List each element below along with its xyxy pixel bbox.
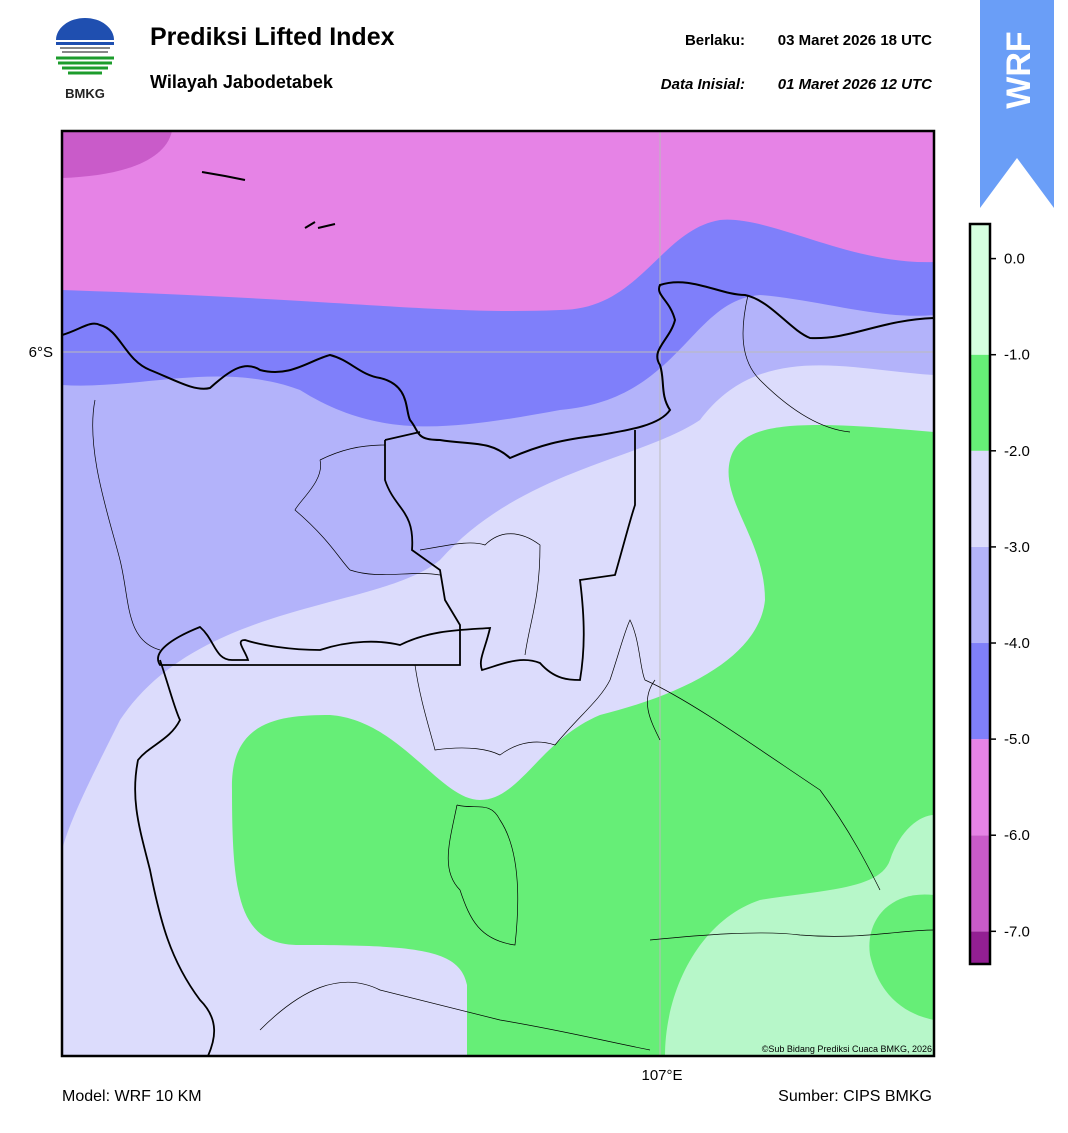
colorbar: 0.0 -1.0 -2.0 -3.0 -4.0 -5.0 -6.0 -7.0 <box>968 222 1030 966</box>
valid-time: 03 Maret 2026 18 UTC <box>778 32 932 49</box>
colorbar-band <box>970 643 990 740</box>
credit: ©Sub Bidang Prediksi Cuaca BMKG, 2026 <box>762 1044 932 1054</box>
logo-text: BMKG <box>65 86 105 101</box>
model: Model: WRF 10 KM <box>62 1088 202 1105</box>
colorbar-tick-label: -4.0 <box>1004 635 1030 652</box>
colorbar-band <box>970 546 990 644</box>
valid-label: Berlaku: <box>685 32 745 49</box>
colorbar-tick-label: -7.0 <box>1004 923 1030 940</box>
source: Sumber: CIPS BMKG <box>778 1088 932 1105</box>
lat-label: 6°S <box>29 344 53 361</box>
title: Prediksi Lifted Index <box>150 23 395 51</box>
colorbar-band <box>970 354 990 451</box>
colorbar-tick-label: -5.0 <box>1004 731 1030 748</box>
logo: BMKG <box>56 18 114 101</box>
colorbar-band <box>970 835 990 932</box>
badge-text: WRF <box>1000 31 1038 108</box>
colorbar-band <box>970 739 990 836</box>
lon-label: 107°E <box>641 1067 682 1084</box>
wrf-badge: WRF <box>980 0 1054 208</box>
colorbar-band <box>970 224 990 355</box>
colorbar-tick-label: -3.0 <box>1004 539 1030 556</box>
colorbar-tick-label: 0.0 <box>1004 251 1025 268</box>
colorbar-tick-label: -2.0 <box>1004 443 1030 460</box>
init-time: 01 Maret 2026 12 UTC <box>778 76 933 93</box>
colorbar-band <box>970 450 990 547</box>
map <box>62 131 934 1056</box>
map-frame <box>60 129 936 1058</box>
colorbar-frame <box>968 222 992 966</box>
colorbar-tick-label: -6.0 <box>1004 827 1030 844</box>
subtitle: Wilayah Jabodetabek <box>150 72 334 92</box>
colorbar-tick-label: -1.0 <box>1004 347 1030 364</box>
init-label: Data Inisial: <box>661 76 745 93</box>
colorbar-band <box>970 931 990 964</box>
